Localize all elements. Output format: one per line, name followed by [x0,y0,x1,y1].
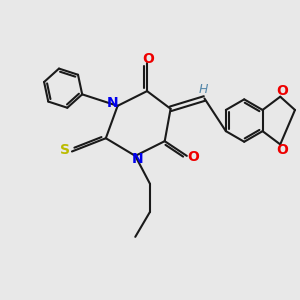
Text: N: N [132,152,143,166]
Text: O: O [142,52,154,66]
Text: O: O [276,143,288,157]
Text: O: O [276,84,288,98]
Text: N: N [106,97,118,110]
Text: H: H [198,83,208,96]
Text: S: S [61,143,70,157]
Text: O: O [187,150,199,164]
